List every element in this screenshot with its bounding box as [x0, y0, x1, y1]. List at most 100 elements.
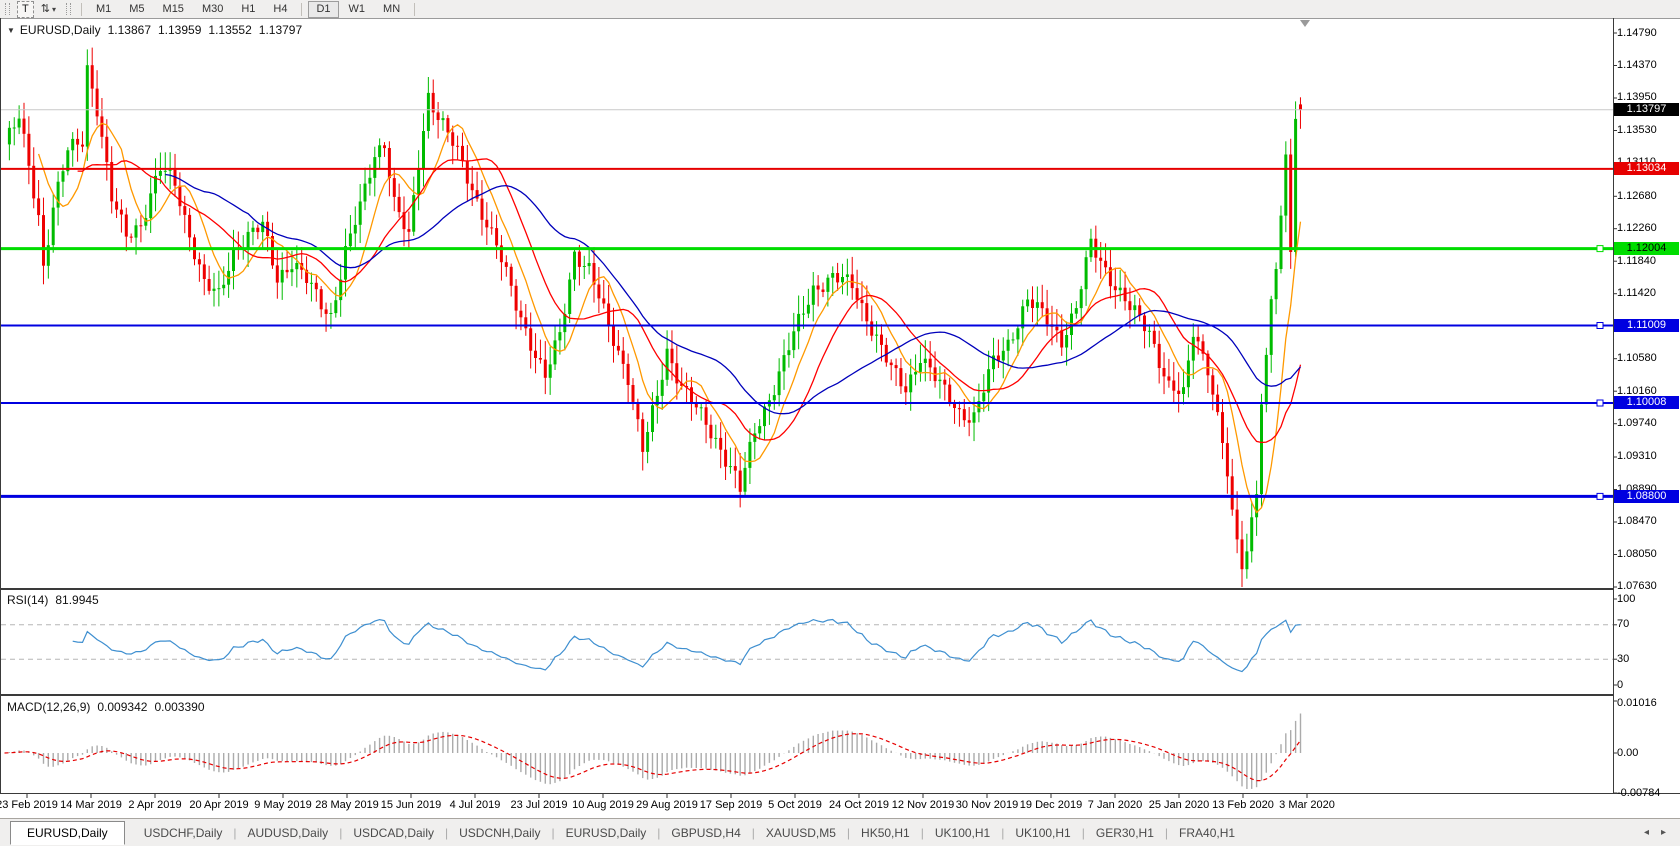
level-price-badge-3: 1.10008	[1614, 396, 1679, 410]
time-axis-label: 7 Jan 2020	[1087, 799, 1143, 811]
macd-axis-tick: -0.00784	[1617, 786, 1661, 799]
time-axis-label: 10 Aug 2019	[572, 799, 634, 811]
tabs-scroll-right-icon[interactable]: ▸	[1660, 827, 1666, 838]
time-axis-label: 30 Nov 2019	[955, 799, 1019, 811]
level-price-badge-1: 1.12004	[1614, 242, 1679, 256]
chart-tab-AUDUSD-Daily[interactable]: AUDUSD,Daily	[247, 825, 329, 840]
ohlc-low: 1.13552	[208, 23, 252, 37]
chart-symbol-label: EURUSD,Daily	[19, 23, 101, 37]
macd-main-value: 0.009342	[97, 700, 148, 714]
chart-tab-EURUSD-Daily[interactable]: EURUSD,Daily	[565, 825, 647, 840]
timeframe-button-H4[interactable]: H4	[273, 2, 288, 15]
tab-separator: |	[657, 825, 661, 840]
time-axis-label: 12 Nov 2019	[891, 799, 955, 811]
tab-separator: |	[339, 825, 343, 840]
arrows-tool-icon: ⇅	[40, 2, 50, 15]
tabs-scroll-left-icon[interactable]: ◂	[1643, 827, 1649, 838]
time-axis-label: 23 Feb 2019	[0, 799, 58, 811]
chart-tab-GBPUSD-H4[interactable]: GBPUSD,H4	[671, 825, 741, 840]
toolbar-grip[interactable]	[5, 3, 10, 15]
candles-group	[7, 47, 1302, 587]
price-axis-tick: 1.13530	[1617, 123, 1657, 136]
macd-signal-line	[4, 733, 1301, 782]
chart-tab-UK100-H1[interactable]: UK100,H1	[934, 825, 991, 840]
timeframe-button-MN[interactable]: MN	[383, 2, 401, 15]
chart-tab-bar: EURUSD,Daily USDCHF,Daily | AUDUSD,Daily | US…	[0, 818, 1680, 846]
timeframe-button-M1[interactable]: M1	[95, 2, 112, 15]
price-axis-tick: 1.07630	[1617, 580, 1657, 593]
timeframe-button-M30[interactable]: M30	[201, 2, 224, 15]
time-axis-label: 20 Apr 2019	[189, 799, 249, 811]
price-axis-tick: 1.09740	[1617, 417, 1657, 430]
chart-context-arrow-icon[interactable]: ▼	[7, 26, 15, 35]
chart-tab-UK100-H1[interactable]: UK100,H1	[1015, 825, 1071, 840]
time-axis-label: 17 Sep 2019	[699, 799, 763, 811]
text-tool-button[interactable]: T	[17, 0, 34, 18]
tab-separator: |	[1081, 825, 1085, 840]
chart-tab-XAUUSD-M5[interactable]: XAUUSD,M5	[765, 825, 836, 840]
rsi-name: RSI(14)	[7, 593, 49, 607]
ma-34-line	[165, 173, 1301, 415]
bid-price-badge: 1.13797	[1614, 103, 1679, 117]
time-axis-label: 13 Feb 2020	[1212, 799, 1274, 811]
ohlc-open: 1.13867	[107, 23, 151, 37]
rsi-axis-tick: 70	[1617, 618, 1630, 631]
tab-separator: |	[445, 825, 449, 840]
rsi-axis-tick: 30	[1617, 652, 1630, 665]
macd-axis-tick: 0.00	[1617, 746, 1639, 759]
time-axis-label: 3 Mar 2020	[1279, 799, 1335, 811]
chart-tab-EURUSD-Daily[interactable]: EURUSD,Daily	[10, 820, 125, 845]
moving-averages-group	[37, 122, 1302, 514]
price-axis-tick: 1.10160	[1617, 384, 1657, 397]
rsi-line	[72, 618, 1301, 673]
price-axis-tick: 1.12680	[1617, 189, 1657, 202]
chart-tab-USDCHF-Daily[interactable]: USDCHF,Daily	[143, 825, 223, 840]
time-axis-label: 9 May 2019	[254, 799, 312, 811]
timeframe-button-H1[interactable]: H1	[241, 2, 256, 15]
ma-16-line	[77, 158, 1302, 444]
time-axis-label: 19 Dec 2019	[1019, 799, 1083, 811]
price-axis-tick: 1.08050	[1617, 547, 1657, 560]
tab-separator: |	[920, 825, 924, 840]
line-handle	[1596, 245, 1604, 253]
price-axis-tick: 1.09310	[1617, 450, 1657, 463]
arrows-tool-button[interactable]: ⇅ ▾	[38, 2, 59, 17]
macd-axis-tick: 0.01016	[1617, 697, 1657, 709]
chart-tab-USDCAD-Daily[interactable]: USDCAD,Daily	[353, 825, 434, 840]
macd-label: MACD(12,26,9) 0.009342 0.003390	[7, 700, 205, 714]
price-axis-tick: 1.10580	[1617, 352, 1657, 365]
time-axis-label: 23 Jul 2019	[510, 799, 568, 811]
rsi-axis-tick: 0	[1617, 678, 1624, 691]
price-axis-tick: 1.11840	[1617, 254, 1656, 267]
toolbar-grip[interactable]	[65, 3, 71, 15]
timeframe-button-D1[interactable]: D1	[308, 0, 339, 18]
time-axis-label: 28 May 2019	[315, 799, 379, 811]
timeframe-button-W1[interactable]: W1	[348, 2, 366, 15]
price-axis-tick: 1.08470	[1617, 515, 1657, 528]
time-axis-label: 24 Oct 2019	[829, 799, 889, 811]
tab-separator: |	[751, 825, 755, 840]
rsi-label: RSI(14) 81.9945	[7, 593, 99, 607]
time-axis-label: 25 Jan 2020	[1148, 799, 1210, 811]
line-handle	[1596, 399, 1604, 407]
tab-separator: |	[846, 825, 851, 840]
price-axis-tick: 1.13950	[1617, 91, 1657, 104]
ma-8-line	[37, 122, 1302, 514]
price-axis-tick: 1.12260	[1617, 222, 1657, 235]
chart-tab-GER30-H1[interactable]: GER30,H1	[1095, 825, 1154, 840]
toolbar-separator	[414, 2, 416, 16]
tab-separator: |	[1164, 825, 1169, 840]
chart-tab-USDCNH-Daily[interactable]: USDCNH,Daily	[459, 825, 541, 840]
timeframe-button-M15[interactable]: M15	[162, 2, 184, 15]
level-price-badge-4: 1.08800	[1614, 489, 1679, 503]
macd-name: MACD(12,26,9)	[7, 700, 91, 714]
chart-tab-FRA40-H1[interactable]: FRA40,H1	[1179, 825, 1236, 840]
timeframe-button-M5[interactable]: M5	[129, 2, 145, 15]
rsi-axis-tick: 100	[1617, 592, 1636, 605]
time-axis-label: 14 Mar 2019	[60, 799, 122, 811]
line-handle	[1596, 492, 1604, 500]
chart-tab-HK50-H1[interactable]: HK50,H1	[861, 825, 910, 840]
tab-separator: |	[551, 825, 555, 840]
rsi-value: 81.9945	[55, 593, 99, 607]
